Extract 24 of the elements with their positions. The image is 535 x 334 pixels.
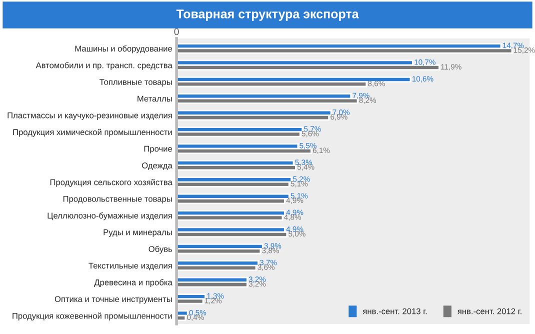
text: 0 [174,28,179,36]
y-tick-label: Продовольственные товары [63,196,172,204]
y-tick-label: Древесина и пробка [94,279,172,288]
y-tick-label: Обувь [148,246,172,254]
y-tick-label: Автомобили и пр. трансп. средства [36,62,172,70]
bar [176,231,288,238]
y-tick-label: Топливные товары [100,79,172,87]
y-tick-label: Пластмассы и каучуко-резиновые изделия [8,112,172,120]
y-tick-label: Текстильные изделия [88,262,172,270]
y-tick-label: Прочие [144,146,172,154]
y-tick-label: Машины и оборудование [75,45,172,54]
y-tick-label: Металлы [138,96,172,102]
chart-title: Товарная структура экспорта [176,10,359,21]
y-tick-label: Оптика и точные инструменты [54,296,172,304]
legend-label: янв.-сент. 2013 г. [362,308,427,314]
y-tick-label: Продукция химической промышленности [13,128,172,137]
bar [176,64,440,70]
y-tick-label: Руды и минералы [104,229,172,237]
y-tick-label: Продукция сельского хозяйства [50,178,172,187]
bar [176,148,312,154]
y-tick-label: Целлюлозно-бумажные изделия [48,212,172,220]
legend-label: янв.-сент. 2012 г. [457,308,522,314]
y-tick-label: Одежда [142,162,172,170]
y-tick-label: Продукция кожевенной промышленности [12,312,172,320]
